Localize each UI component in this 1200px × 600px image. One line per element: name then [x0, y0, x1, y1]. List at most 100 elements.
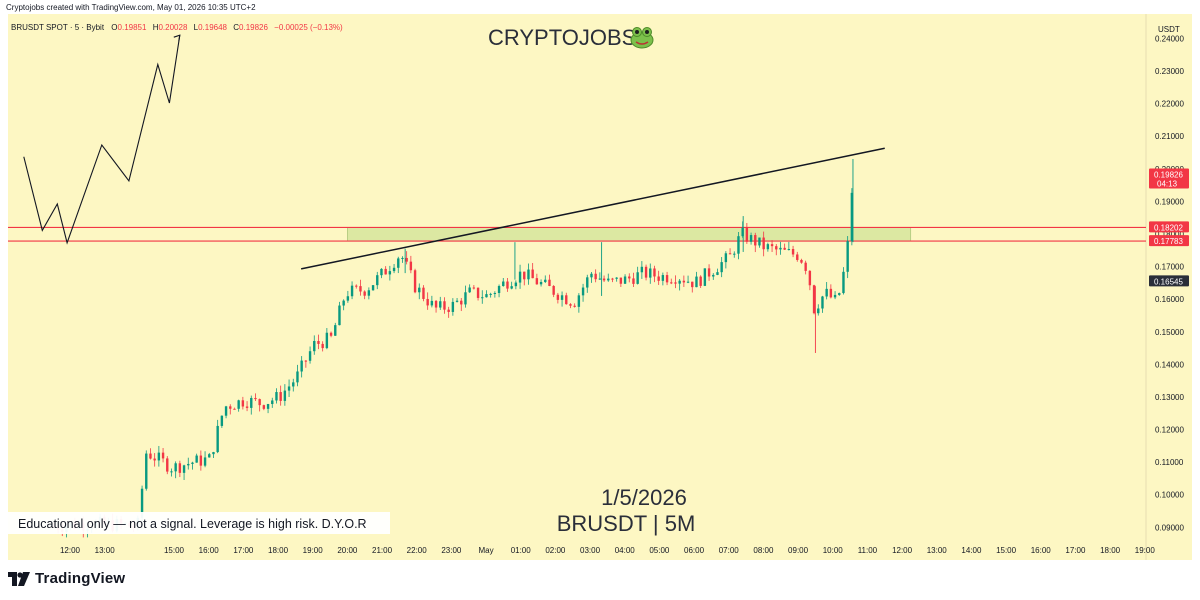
candle-body [712, 274, 715, 277]
overlay-date: 1/5/2026 [601, 485, 687, 510]
candle-body [661, 275, 665, 281]
close-label: C [233, 23, 239, 32]
symbol-label: BRUSDT SPOT · 5 · Bybit [11, 23, 105, 32]
candle-body [170, 471, 173, 473]
candle-body [518, 271, 522, 283]
candle-body [619, 277, 623, 284]
candle-body [602, 278, 606, 281]
candle-body [338, 305, 341, 326]
candle-body [535, 278, 539, 285]
candle-body [850, 192, 854, 242]
candle-body [539, 282, 543, 285]
candle-body [145, 453, 148, 489]
candle-body [682, 280, 686, 283]
tradingview-logo-icon [8, 571, 30, 586]
candle-body [199, 455, 203, 466]
candle-body [569, 304, 572, 306]
candle-body [166, 458, 169, 472]
candle-body [527, 269, 530, 280]
candle-body [812, 285, 816, 314]
time-tick-label: 18:00 [1100, 546, 1121, 555]
time-tick-label: 11:00 [858, 546, 878, 555]
candle-body [821, 296, 824, 309]
candle-body [598, 278, 602, 280]
price-tick-label: 0.18000 [1155, 230, 1184, 239]
overlay-pair-timeframe: BRUSDT | 5M [557, 511, 696, 536]
candle-body [560, 295, 564, 300]
candle-body [640, 266, 644, 273]
candle-body [241, 400, 245, 407]
candle-body [485, 294, 488, 298]
candle-body [279, 392, 282, 401]
candle-body [296, 371, 299, 383]
candle-body [556, 294, 560, 300]
candle-body [195, 455, 198, 463]
candle-body [623, 276, 627, 284]
candle-body [191, 462, 194, 464]
candle-body [380, 268, 383, 276]
price-badge [1149, 235, 1189, 247]
tradingview-logo[interactable]: TradingView [8, 570, 125, 587]
candle-body [178, 463, 182, 473]
candle-body [161, 452, 165, 459]
candle-body [237, 400, 240, 409]
candle-body [418, 287, 421, 293]
time-tick-label: 02:00 [545, 546, 566, 555]
time-tick-label: 13:00 [95, 546, 116, 555]
candle-body [342, 300, 345, 306]
candle-body [724, 253, 728, 263]
candle-body [552, 285, 555, 295]
candle-body [304, 360, 308, 362]
candle-body [254, 397, 257, 400]
high-value: 0.20028 [158, 23, 187, 32]
time-tick-label: 01:00 [511, 546, 532, 555]
candle-body [766, 244, 770, 250]
time-tick-label: 17:00 [233, 546, 254, 555]
candle-body [791, 249, 795, 255]
candle-body [665, 275, 669, 283]
candle-body [796, 254, 799, 260]
candle-body [266, 404, 270, 409]
disclaimer-text: Educational only — not a signal. Leverag… [18, 517, 367, 531]
candle-body [371, 285, 375, 291]
candle-body [733, 253, 736, 255]
price-tick-label: 0.19000 [1155, 197, 1184, 206]
candle-body [649, 268, 652, 278]
time-tick-label: 16:00 [199, 546, 220, 555]
candle-body [829, 288, 833, 298]
time-tick-label: 18:00 [268, 546, 289, 555]
price-tick-label: 0.22000 [1155, 100, 1184, 109]
high-label: H [153, 23, 159, 32]
candle-body [838, 293, 841, 295]
close-value: 0.19826 [239, 23, 268, 32]
candle-body [229, 406, 232, 409]
candle-body [489, 293, 492, 295]
candle-body [460, 300, 463, 305]
candle-body [506, 281, 509, 289]
candle-body [514, 282, 518, 287]
candle-body [224, 406, 228, 416]
ohlc-line: BRUSDT SPOT · 5 · Bybit O0.19851 H0.2002… [11, 23, 343, 32]
candle-body [783, 247, 786, 250]
candle-body [833, 294, 837, 298]
candle-body [250, 397, 253, 408]
time-tick-label: 15:00 [996, 546, 1017, 555]
candle-body [611, 278, 614, 280]
candle-body [758, 237, 761, 246]
candle-body [657, 276, 660, 281]
candle-body [212, 452, 215, 455]
candle-body [699, 276, 702, 286]
candle-body [275, 392, 278, 401]
candle-body [544, 279, 547, 283]
candle-body [464, 292, 467, 305]
candle-body [565, 295, 568, 305]
candle-body [825, 288, 828, 297]
time-tick-label: 19:00 [303, 546, 324, 555]
candle-body [317, 340, 320, 344]
candle-body [233, 408, 236, 410]
time-axis-background [8, 542, 1192, 560]
candle-body [762, 237, 765, 250]
candle-body [447, 309, 450, 312]
time-tick-label: 03:00 [580, 546, 601, 555]
